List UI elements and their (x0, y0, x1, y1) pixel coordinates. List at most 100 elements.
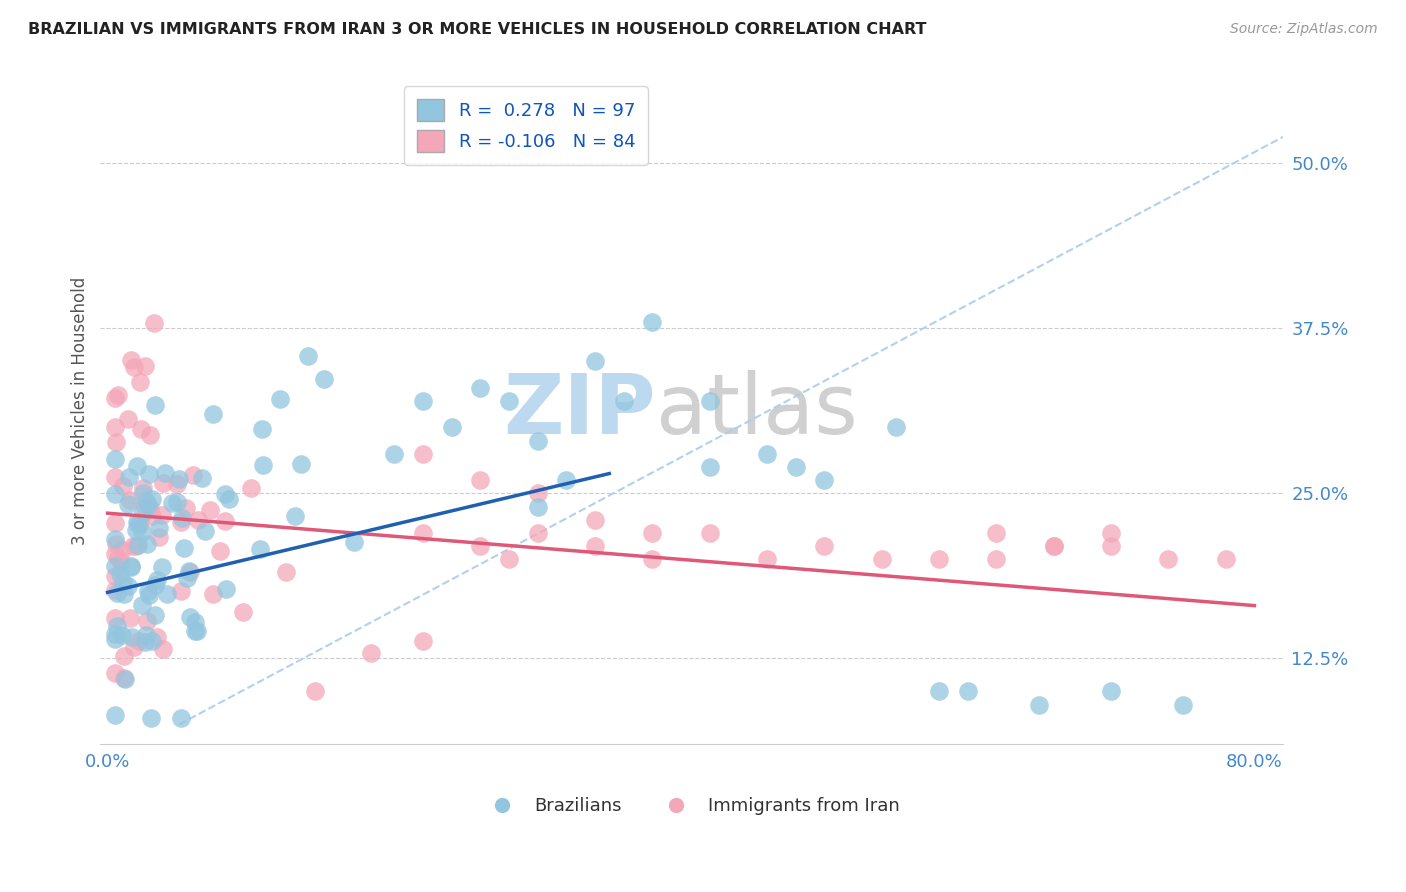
Point (141, 509, 163, 524)
Point (956, 684, 979, 698)
Point (170, 511, 193, 525)
Point (170, 711, 193, 725)
Point (166, 477, 188, 491)
Point (110, 554, 132, 568)
Point (412, 447, 434, 461)
Point (170, 515, 193, 529)
Point (134, 500, 156, 514)
Point (613, 393, 636, 408)
Point (756, 447, 779, 461)
Point (201, 407, 224, 421)
Point (526, 434, 548, 448)
Point (136, 498, 159, 512)
Point (105, 586, 128, 600)
Point (184, 615, 207, 630)
Point (498, 552, 520, 566)
Point (104, 583, 127, 598)
Text: BRAZILIAN VS IMMIGRANTS FROM IRAN 3 OR MORE VEHICLES IN HOUSEHOLD CORRELATION CH: BRAZILIAN VS IMMIGRANTS FROM IRAN 3 OR M… (28, 22, 927, 37)
Point (555, 473, 578, 487)
Point (104, 420, 127, 434)
Point (148, 530, 170, 544)
Point (166, 495, 188, 509)
Point (249, 541, 271, 556)
Point (134, 634, 156, 648)
Point (150, 560, 173, 574)
Point (290, 457, 312, 471)
Point (312, 371, 335, 385)
Point (382, 447, 405, 461)
Point (112, 587, 135, 601)
Point (928, 684, 950, 698)
Point (498, 393, 520, 408)
Point (118, 611, 141, 625)
Point (526, 486, 548, 500)
Point (117, 579, 139, 593)
Point (412, 526, 434, 541)
Point (131, 525, 153, 540)
Point (304, 684, 326, 698)
Point (121, 630, 143, 644)
Point (756, 552, 779, 566)
Y-axis label: 3 or more Vehicles in Household: 3 or more Vehicles in Household (72, 277, 89, 545)
Point (526, 526, 548, 541)
Point (112, 671, 135, 685)
Point (139, 711, 162, 725)
Point (104, 547, 127, 561)
Point (470, 473, 492, 487)
Point (167, 472, 190, 486)
Point (150, 508, 173, 522)
Point (641, 315, 664, 329)
Point (169, 583, 191, 598)
Point (128, 376, 150, 390)
Point (111, 628, 134, 642)
Point (125, 539, 148, 553)
Point (112, 479, 135, 493)
Point (162, 496, 184, 510)
Text: atlas: atlas (657, 370, 858, 451)
Point (104, 627, 127, 641)
Point (470, 539, 492, 553)
Point (143, 608, 166, 623)
Point (641, 552, 664, 566)
Point (1099, 539, 1122, 553)
Point (107, 551, 129, 566)
Point (114, 673, 136, 687)
Point (583, 513, 606, 527)
Point (360, 646, 382, 660)
Text: ZIP: ZIP (503, 370, 657, 451)
Point (127, 538, 149, 552)
Legend: Brazilians, Immigrants from Iran: Brazilians, Immigrants from Iran (477, 790, 907, 822)
Point (104, 610, 127, 624)
Point (135, 628, 157, 642)
Point (104, 487, 127, 501)
Point (252, 458, 274, 473)
Point (297, 349, 319, 363)
Point (785, 459, 807, 474)
Point (120, 352, 142, 367)
Point (124, 524, 146, 538)
Point (122, 360, 145, 375)
Point (141, 634, 163, 648)
Point (284, 508, 307, 523)
Point (139, 500, 162, 515)
Point (105, 537, 128, 551)
Point (122, 539, 145, 553)
Point (343, 535, 366, 549)
Point (986, 552, 1008, 566)
Point (146, 574, 169, 588)
Point (232, 605, 254, 619)
Point (1099, 526, 1122, 541)
Point (132, 506, 155, 520)
Point (214, 487, 236, 501)
Point (181, 468, 204, 483)
Point (110, 567, 132, 582)
Point (120, 559, 142, 574)
Point (202, 587, 225, 601)
Point (104, 666, 127, 681)
Point (127, 515, 149, 529)
Point (132, 481, 155, 495)
Point (131, 598, 153, 612)
Point (191, 471, 214, 485)
Point (132, 486, 155, 500)
Point (104, 632, 127, 646)
